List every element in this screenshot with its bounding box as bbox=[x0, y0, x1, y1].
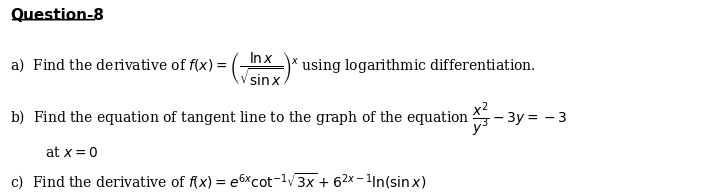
Text: c)  Find the derivative of $f(x) = e^{6x}\cot^{-1}\!\sqrt{3x} + 6^{2x-1}\ln(\sin: c) Find the derivative of $f(x) = e^{6x}… bbox=[10, 172, 426, 192]
Text: Question-8: Question-8 bbox=[10, 8, 104, 23]
Text: a)  Find the derivative of $f(x) = \left(\dfrac{\ln x}{\sqrt{\sin x}}\right)^{\!: a) Find the derivative of $f(x) = \left(… bbox=[10, 51, 536, 88]
Text: b)  Find the equation of tangent line to the graph of the equation $\dfrac{x^2}{: b) Find the equation of tangent line to … bbox=[10, 100, 567, 139]
Text: at $x = 0$: at $x = 0$ bbox=[45, 145, 98, 160]
